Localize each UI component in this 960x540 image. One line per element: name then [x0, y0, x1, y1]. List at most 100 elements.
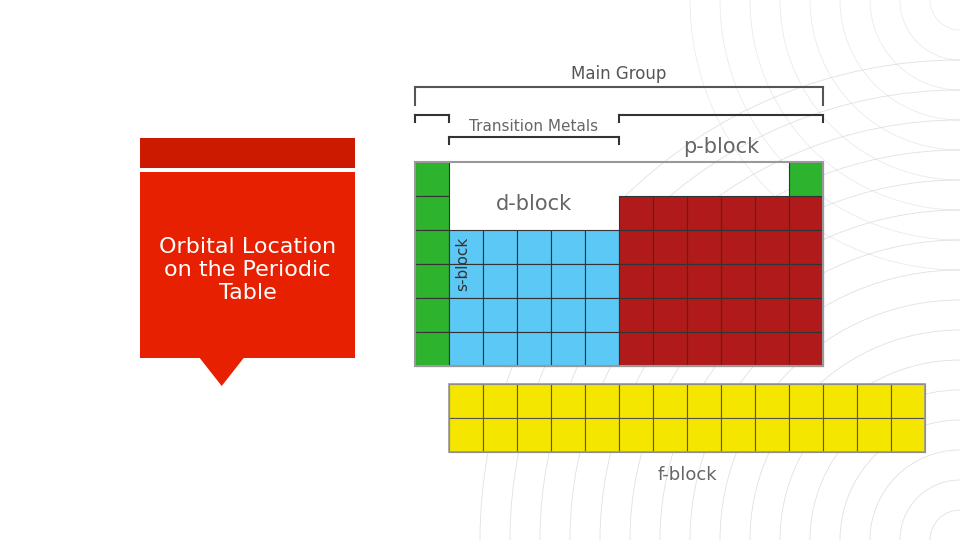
Bar [687, 196, 721, 230]
Bar [415, 230, 449, 264]
Bar [857, 384, 891, 418]
Bar [687, 418, 721, 452]
Bar [483, 196, 517, 230]
Bar [891, 418, 925, 452]
Text: p-block: p-block [683, 137, 759, 157]
Bar [415, 162, 449, 196]
Bar [653, 332, 687, 366]
Bar [449, 384, 925, 452]
Bar [789, 230, 823, 264]
Bar [755, 418, 789, 452]
Bar [619, 298, 653, 332]
Bar [517, 264, 551, 298]
Bar [140, 138, 355, 168]
Bar [755, 298, 789, 332]
Bar [483, 298, 517, 332]
Bar [483, 264, 517, 298]
Bar [619, 264, 653, 298]
Bar [619, 332, 653, 366]
Bar [721, 418, 755, 452]
Bar [585, 298, 619, 332]
Bar [415, 298, 449, 332]
Bar [789, 264, 823, 298]
Bar [585, 384, 619, 418]
Bar [789, 332, 823, 366]
Bar [551, 162, 585, 196]
Bar [449, 162, 483, 196]
Bar [619, 418, 653, 452]
Bar [687, 230, 721, 264]
Bar [653, 418, 687, 452]
Bar [721, 230, 755, 264]
Bar [140, 168, 355, 172]
Bar [585, 162, 619, 196]
Bar [619, 230, 653, 264]
Bar [483, 418, 517, 452]
Bar [551, 384, 585, 418]
Bar [415, 162, 823, 366]
Bar [449, 264, 483, 298]
Bar [653, 264, 687, 298]
Bar [449, 332, 483, 366]
Bar [517, 384, 551, 418]
Bar [687, 298, 721, 332]
Bar [619, 384, 653, 418]
Bar [415, 196, 449, 230]
Bar [449, 230, 483, 264]
Bar [517, 196, 551, 230]
Bar [449, 384, 483, 418]
Bar [755, 230, 789, 264]
Bar [755, 384, 789, 418]
Bar [823, 384, 857, 418]
Bar [619, 196, 653, 230]
Bar [789, 418, 823, 452]
Text: s-block: s-block [455, 237, 470, 291]
Bar [721, 384, 755, 418]
Bar [857, 418, 891, 452]
Bar [789, 384, 823, 418]
Text: f-block: f-block [658, 466, 717, 484]
Bar [140, 172, 355, 358]
Bar [653, 384, 687, 418]
Bar [653, 230, 687, 264]
Bar [653, 196, 687, 230]
Bar [721, 196, 755, 230]
Bar [789, 196, 823, 230]
Bar [449, 418, 483, 452]
Bar [551, 230, 585, 264]
Bar [687, 332, 721, 366]
Bar [585, 196, 619, 230]
Bar [585, 418, 619, 452]
Bar [517, 230, 551, 264]
Bar [449, 196, 483, 230]
Bar [653, 298, 687, 332]
Polygon shape [200, 358, 244, 386]
Bar [551, 298, 585, 332]
Bar [483, 384, 517, 418]
Bar [585, 230, 619, 264]
Bar [517, 162, 551, 196]
Bar [551, 418, 585, 452]
Bar [551, 264, 585, 298]
Bar [551, 332, 585, 366]
Bar [483, 162, 517, 196]
Bar [789, 162, 823, 196]
Text: Main Group: Main Group [571, 65, 666, 83]
Bar [823, 418, 857, 452]
Text: Orbital Location
on the Periodic
Table: Orbital Location on the Periodic Table [159, 237, 336, 303]
Bar [755, 264, 789, 298]
Bar [687, 264, 721, 298]
Bar [721, 332, 755, 366]
Bar [517, 298, 551, 332]
Bar [755, 196, 789, 230]
Bar [721, 298, 755, 332]
Bar [415, 264, 449, 298]
Bar [551, 196, 585, 230]
Bar [517, 418, 551, 452]
Text: d-block: d-block [496, 194, 572, 214]
Bar [755, 332, 789, 366]
Bar [483, 230, 517, 264]
Text: Transition Metals: Transition Metals [469, 119, 599, 134]
Bar [483, 332, 517, 366]
Bar [585, 332, 619, 366]
